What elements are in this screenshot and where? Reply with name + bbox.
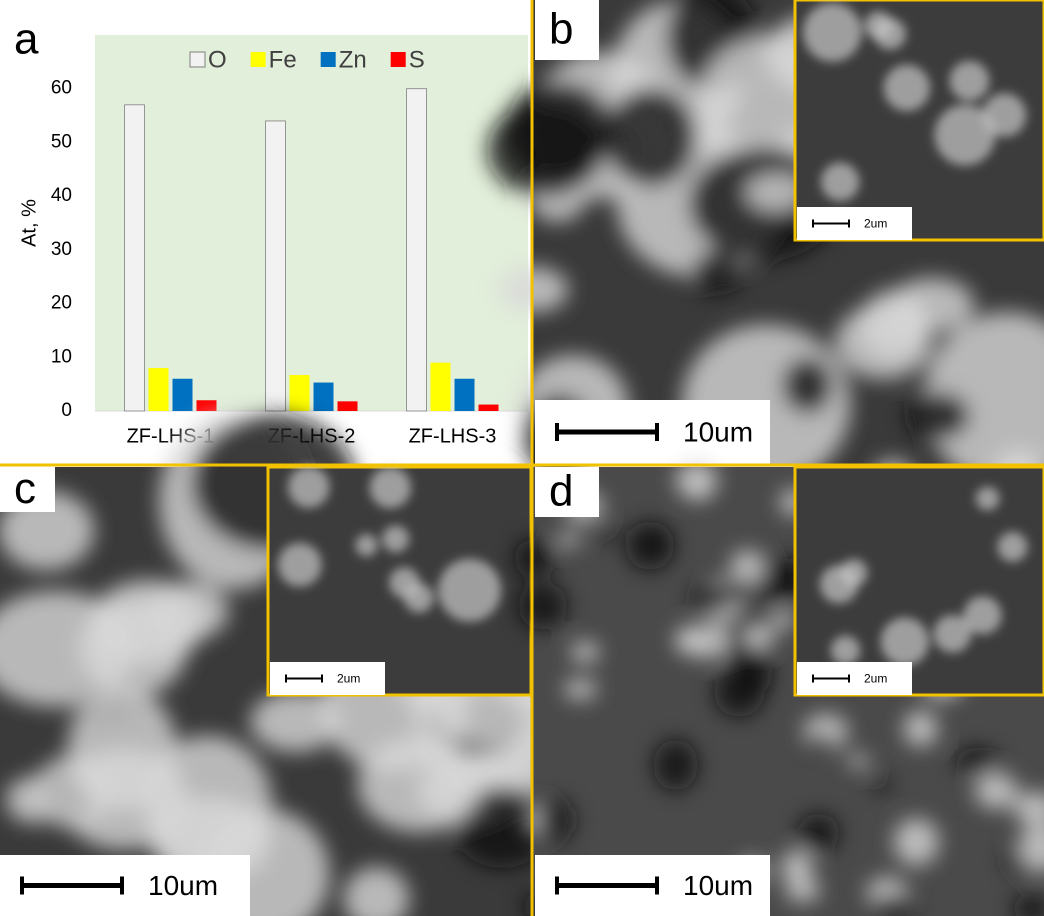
y-tick-label: 30	[51, 239, 72, 260]
scale-bar-label: 10um	[683, 416, 753, 447]
y-tick-label: 10	[51, 346, 72, 367]
plot-area	[95, 35, 528, 411]
y-tick-label: 20	[51, 293, 72, 314]
legend-label: Zn	[339, 46, 367, 73]
bar	[290, 375, 310, 411]
scale-bar-label: 10um	[148, 870, 218, 901]
bar	[266, 121, 286, 411]
inset-scale-label: 2um	[864, 672, 887, 686]
x-tick-label: ZF-LHS-3	[409, 425, 497, 447]
panel-label: b	[549, 5, 573, 54]
panel-label: c	[14, 464, 36, 513]
bar	[338, 401, 358, 411]
legend-swatch	[391, 52, 406, 67]
y-tick-label: 40	[51, 185, 72, 206]
bar	[149, 368, 169, 411]
y-tick-label: 60	[51, 78, 72, 99]
figure: aAt, %0102030405060ZF-LHS-1ZF-LHS-2ZF-LH…	[0, 0, 1044, 916]
inset-scale-label: 2um	[864, 217, 887, 231]
y-tick-label: 0	[61, 400, 72, 421]
bar	[173, 379, 193, 411]
bar	[314, 383, 334, 411]
bar	[407, 89, 427, 411]
legend-label: O	[208, 46, 227, 73]
bar	[455, 379, 475, 411]
legend-swatch	[321, 52, 336, 67]
legend-label: Fe	[269, 46, 297, 73]
bar	[197, 400, 217, 411]
legend-swatch	[251, 52, 266, 67]
y-axis-label: At, %	[18, 199, 40, 247]
legend-swatch	[190, 52, 205, 67]
bar	[431, 363, 451, 411]
scale-bar-label: 10um	[683, 870, 753, 901]
legend-label: S	[409, 46, 425, 73]
inset-scale-label: 2um	[337, 672, 360, 686]
panel-label: d	[549, 467, 573, 516]
panel-label: a	[14, 15, 39, 64]
bar	[479, 405, 499, 411]
bar	[125, 105, 145, 411]
y-tick-label: 50	[51, 131, 72, 152]
